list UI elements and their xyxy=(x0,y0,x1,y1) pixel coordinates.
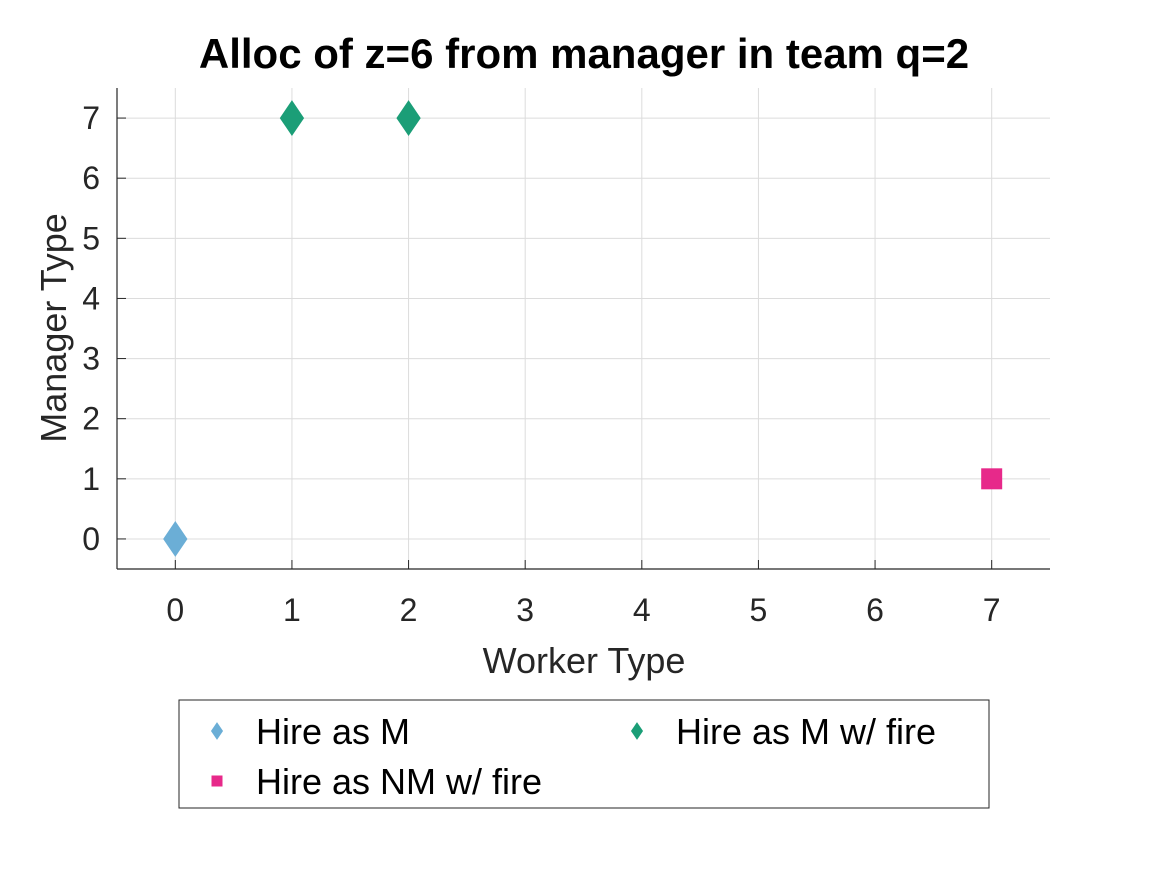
x-tick-label-5: 5 xyxy=(750,592,768,628)
x-tick-label-6: 6 xyxy=(866,592,884,628)
legend-label-2: Hire as NM w/ fire xyxy=(256,761,542,802)
legend-label-1: Hire as M w/ fire xyxy=(676,711,936,752)
legend: Hire as M Hire as NM w/ fire Hire as M w/ … xyxy=(178,699,990,809)
data-point-s1-p1 xyxy=(396,100,421,136)
y-tick-label-6: 6 xyxy=(82,160,100,196)
y-tick-label-4: 4 xyxy=(82,280,100,316)
axes xyxy=(116,88,1050,570)
x-tick-label-2: 2 xyxy=(400,592,418,628)
plot-area xyxy=(117,88,1050,569)
legend-marker-2 xyxy=(211,775,223,787)
legend-marker-1 xyxy=(630,722,644,740)
y-tick-label-3: 3 xyxy=(82,341,100,377)
x-tick-label-1: 1 xyxy=(283,592,301,628)
chart-title: Alloc of z=6 from manager in team q=2 xyxy=(199,30,969,77)
legend-label-0: Hire as M xyxy=(256,711,410,752)
y-tick-label-2: 2 xyxy=(82,401,100,437)
x-tick-label-0: 0 xyxy=(166,592,184,628)
x-tick-labels: 0 1 2 3 4 5 6 7 xyxy=(166,592,1000,628)
data-point-s0-p0 xyxy=(163,521,188,557)
x-tick-label-3: 3 xyxy=(516,592,534,628)
legend-box xyxy=(178,699,990,809)
y-tick-label-1: 1 xyxy=(82,461,100,497)
legend-marker-0 xyxy=(210,722,224,740)
y-tick-labels: 0 1 2 3 4 5 6 7 xyxy=(82,100,100,557)
x-tick-label-7: 7 xyxy=(983,592,1001,628)
data-points xyxy=(163,100,1003,557)
data-point-s2-p0 xyxy=(981,468,1003,490)
y-tick-label-7: 7 xyxy=(82,100,100,136)
y-axis-label: Manager Type xyxy=(33,213,74,442)
x-axis-label: Worker Type xyxy=(483,640,686,681)
data-point-s1-p0 xyxy=(279,100,305,136)
grid-lines xyxy=(117,88,1050,569)
y-tick-label-5: 5 xyxy=(82,220,100,256)
x-tick-label-4: 4 xyxy=(633,592,651,628)
y-tick-label-0: 0 xyxy=(82,521,100,557)
